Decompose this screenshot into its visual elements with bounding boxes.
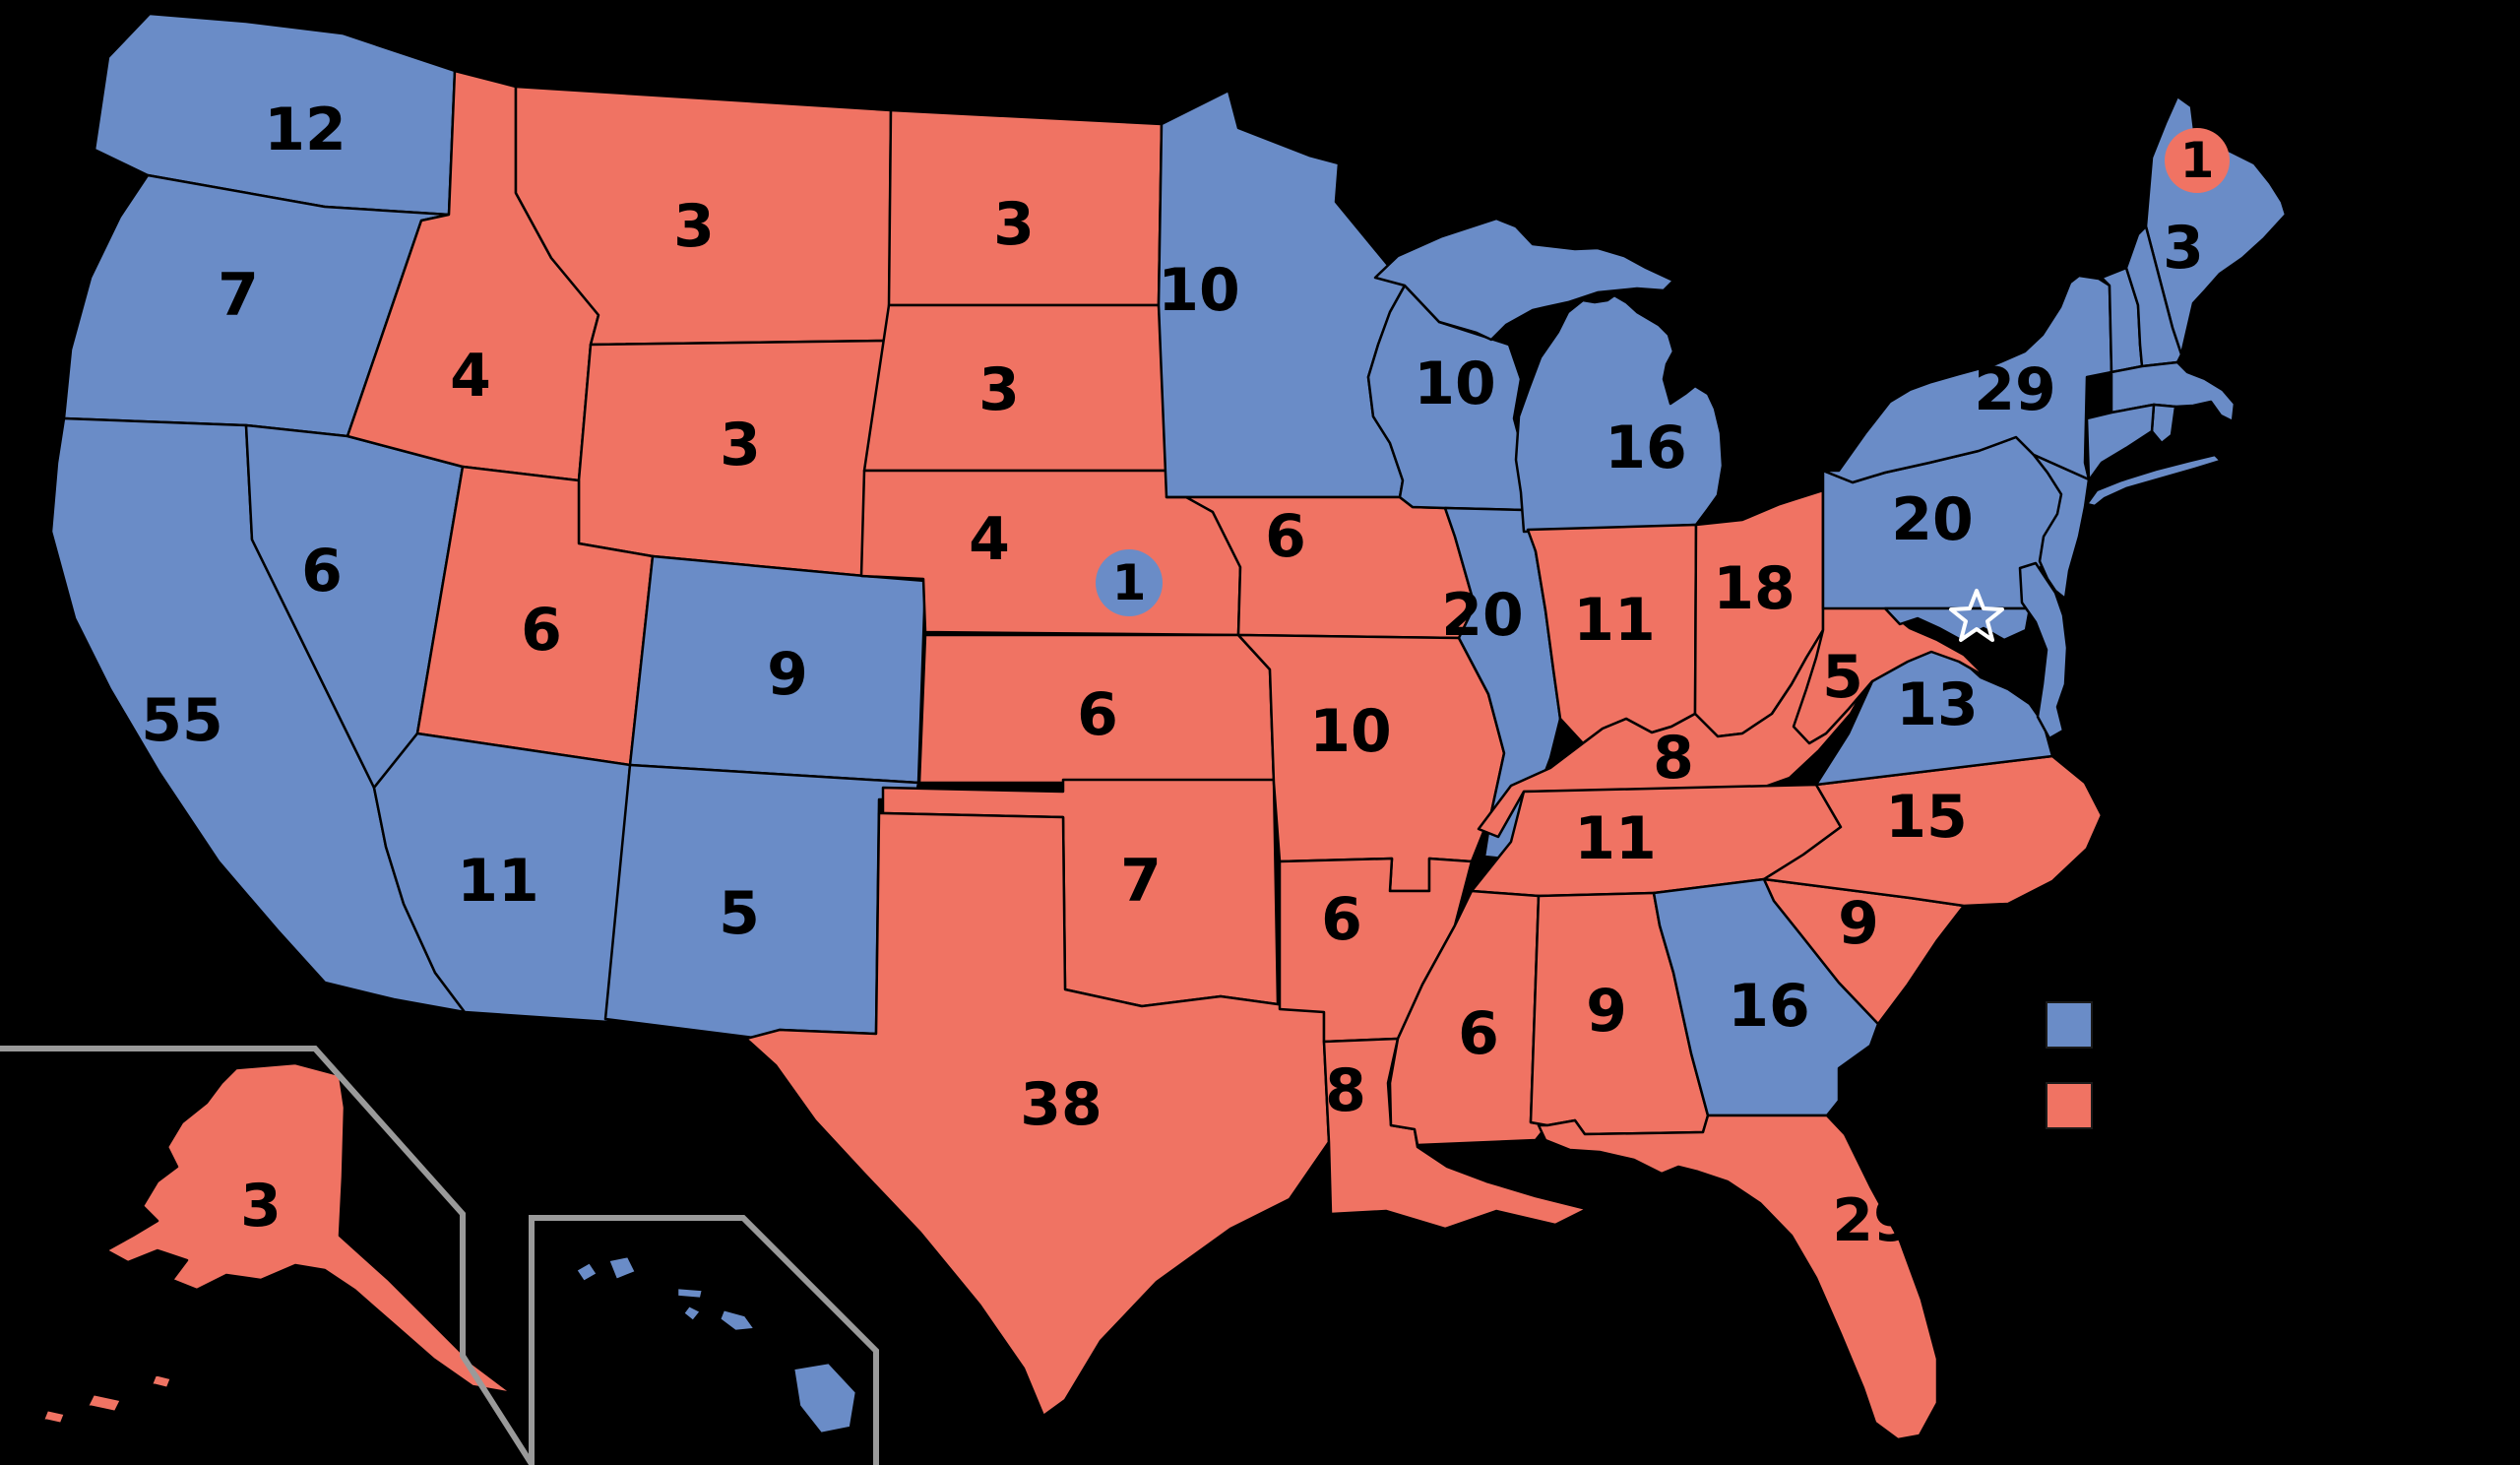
electoral-votes-label-washington: 12	[264, 96, 346, 164]
state-long-island-new-york[interactable]	[2085, 453, 2223, 508]
electoral-votes-label-north-dakota: 3	[993, 190, 1035, 259]
electoral-votes-label-arizona: 11	[457, 847, 539, 916]
state-colorado[interactable]	[628, 554, 927, 785]
electoral-votes-label-texas: 38	[1020, 1070, 1102, 1139]
state-new-mexico[interactable]	[603, 763, 920, 1044]
electoral-votes-label-west-virginia: 5	[1822, 643, 1863, 712]
electoral-votes-label-virginia: 13	[1896, 670, 1979, 739]
electoral-votes-label-michigan: 16	[1605, 414, 1687, 482]
hawaii-inset-border	[529, 1215, 879, 1465]
electoral-votes-label-iowa: 6	[1265, 502, 1306, 571]
electoral-votes-label-arkansas: 6	[1321, 885, 1362, 954]
state-connecticut[interactable]	[2085, 403, 2156, 482]
district-circle-maine-2nd-district[interactable]	[2165, 128, 2230, 193]
state-florida[interactable]	[1537, 1114, 1939, 1441]
electoral-votes-label-tennessee: 11	[1574, 804, 1657, 873]
electoral-votes-label-maine-2nd-district: 1	[2180, 132, 2215, 189]
electoral-votes-label-nebraska-2nd-district: 1	[1112, 554, 1147, 611]
state-delaware-delmarva[interactable]	[2018, 561, 2069, 740]
district-circle-nebraska-2nd-district[interactable]	[1096, 549, 1163, 616]
electoral-votes-label-south-dakota: 3	[978, 355, 1020, 424]
electoral-votes-label-alaska: 3	[240, 1172, 282, 1241]
electoral-votes-label-oregon: 7	[218, 261, 259, 330]
electoral-votes-label-kentucky: 8	[1653, 724, 1694, 793]
electoral-votes-label-alabama: 9	[1586, 977, 1627, 1046]
electoral-votes-label-nebraska: 4	[969, 505, 1010, 574]
dc-marker-group	[1949, 589, 2033, 691]
state-michigan[interactable]	[1373, 217, 1725, 534]
electoral-votes-label-florida: 29	[1832, 1186, 1915, 1255]
electoral-votes-label-california: 55	[141, 686, 223, 755]
electoral-votes-label-louisiana: 8	[1325, 1056, 1366, 1125]
electoral-votes-label-south-carolina: 9	[1838, 889, 1879, 958]
electoral-votes-label-minnesota: 10	[1158, 256, 1240, 325]
electoral-votes-label-wyoming: 3	[720, 411, 761, 479]
electoral-votes-label-georgia: 16	[1728, 972, 1810, 1041]
electoral-votes-label-pennsylvania: 20	[1891, 485, 1974, 554]
electoral-votes-label-maine: 3	[2163, 214, 2204, 283]
electoral-votes-label-montana: 3	[673, 192, 715, 261]
state-texas[interactable]	[744, 811, 1331, 1418]
electoral-votes-label-indiana: 11	[1573, 586, 1656, 655]
legend-democratic-swatch[interactable]	[2046, 1001, 2093, 1049]
electoral-votes-label-ohio: 18	[1713, 554, 1796, 623]
state-new-hampshire[interactable]	[2124, 224, 2183, 368]
district-circles-layer	[1096, 128, 2230, 616]
states-layer	[41, 12, 2288, 1441]
electoral-votes-label-idaho: 4	[450, 342, 491, 411]
electoral-votes-label-mississippi: 6	[1458, 999, 1499, 1068]
legend	[2046, 1001, 2093, 1129]
electoral-votes-label-nevada: 6	[301, 537, 343, 605]
electoral-votes-label-oklahoma: 7	[1120, 847, 1162, 916]
state-north-carolina[interactable]	[1762, 754, 2104, 908]
dc-star-icon[interactable]	[1949, 589, 2004, 642]
legend-republican-swatch[interactable]	[2046, 1082, 2093, 1129]
electoral-votes-label-missouri: 10	[1309, 697, 1392, 766]
state-hawaii[interactable]	[574, 1254, 858, 1435]
inset-border-lines	[0, 1046, 879, 1465]
state-alaska[interactable]	[41, 1061, 514, 1426]
electoral-votes-label-wisconsin: 10	[1414, 350, 1496, 418]
state-new-york[interactable]	[1821, 274, 2113, 484]
electoral-votes-label-colorado: 9	[767, 640, 808, 709]
electoral-votes-label-new-mexico: 5	[719, 879, 760, 948]
electoral-votes-label-north-carolina: 15	[1885, 783, 1968, 852]
alaska-inset-border	[0, 1046, 535, 1465]
state-wisconsin[interactable]	[1366, 284, 1531, 512]
electoral-votes-label-kansas: 6	[1077, 680, 1118, 749]
electoral-votes-label-illinois: 20	[1441, 581, 1524, 650]
state-rhode-island[interactable]	[2150, 403, 2177, 445]
electoral-votes-label-new-york: 29	[1974, 355, 2056, 424]
dc-leader-line	[1985, 630, 2033, 691]
electoral-votes-label-utah: 6	[521, 596, 562, 665]
state-south-dakota[interactable]	[862, 303, 1181, 473]
